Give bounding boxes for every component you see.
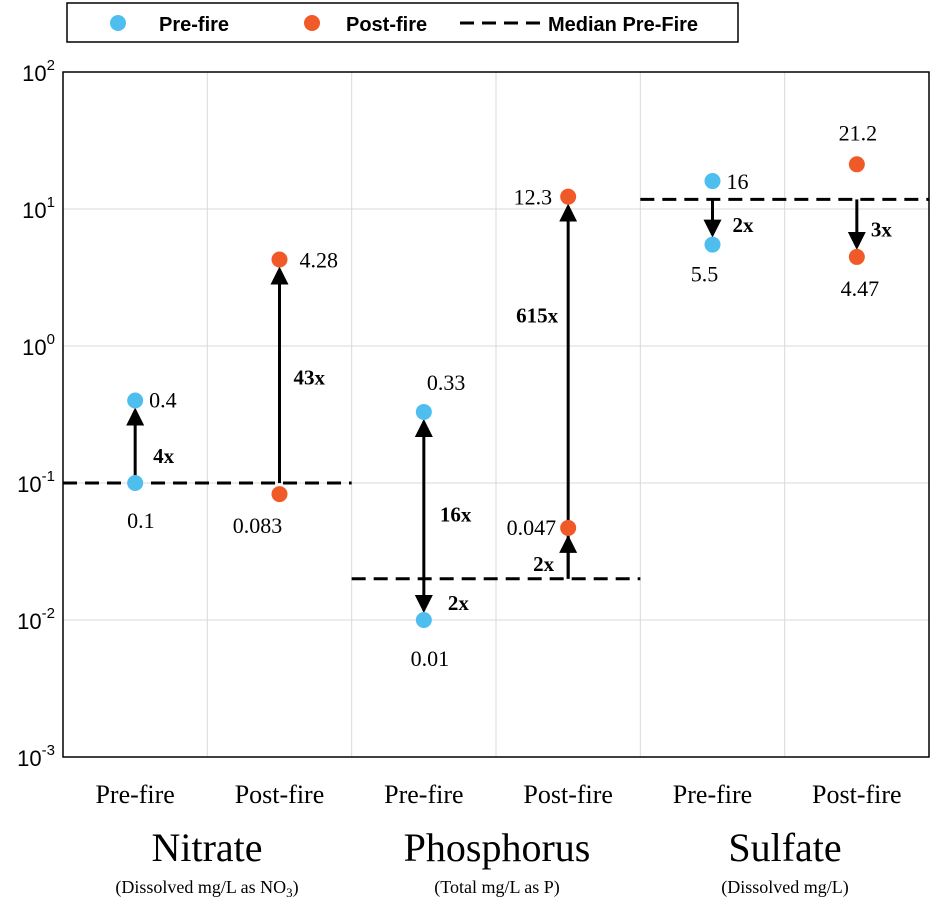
- data-points: [127, 156, 865, 628]
- y-tick-label: 101: [22, 194, 55, 223]
- legend-post-fire-marker: [304, 15, 320, 31]
- pre-fire-point: [704, 173, 721, 190]
- x-axis-category-labels: Pre-fire Post-fire Pre-fire Post-fire Pre-fi…: [95, 780, 901, 809]
- y-tick-base: 10: [17, 746, 41, 771]
- y-tick-exponent: -1: [42, 468, 55, 485]
- point-value-label: 0.01: [411, 646, 450, 671]
- fold-change-label: 16x: [440, 502, 472, 526]
- y-tick-base: 10: [22, 61, 46, 86]
- x-category-label: Pre-fire: [95, 780, 174, 809]
- pre-fire-point: [415, 612, 432, 628]
- post-fire-point: [271, 486, 288, 503]
- fold-change-label: 43x: [294, 365, 326, 389]
- legend: Pre-fire Post-fire Median Pre-Fire: [66, 2, 739, 43]
- y-tick-base: 10: [22, 198, 46, 223]
- nitrate-subtitle-subscript: 3: [286, 885, 293, 900]
- median-lines: [63, 197, 929, 581]
- group-title-phosphorus: Phosphorus: [404, 825, 591, 870]
- fold-change-label: 2x: [533, 552, 555, 576]
- fold-change-label: 3x: [871, 218, 893, 242]
- nitrate-subtitle-suffix: ): [293, 877, 299, 898]
- y-tick-exponent: 0: [47, 331, 55, 348]
- group-subtitle-phosphorus: (Total mg/L as P): [434, 877, 560, 898]
- point-value-label: 0.4: [149, 388, 177, 413]
- pre-fire-point: [704, 236, 721, 253]
- post-fire-point: [560, 519, 577, 536]
- pre-fire-point: [127, 392, 144, 409]
- post-fire-point: [560, 188, 577, 205]
- x-category-label: Post-fire: [523, 780, 613, 809]
- group-subtitle-nitrate: (Dissolved mg/L as NO3): [115, 877, 298, 900]
- y-tick-exponent: 1: [47, 194, 55, 211]
- point-value-label: 16: [727, 169, 749, 194]
- pre-fire-point: [415, 403, 432, 420]
- y-tick-base: 10: [17, 472, 41, 497]
- x-category-label: Post-fire: [235, 780, 325, 809]
- fold-change-arrows: [126, 199, 866, 613]
- value-labels: 0.4 0.1 0.33 0.01 16 5.5 4.28 0.083 12.3 0.047 21.…: [127, 120, 892, 671]
- legend-box: [66, 2, 739, 43]
- pre-fire-point: [127, 475, 144, 491]
- x-category-label: Pre-fire: [384, 780, 463, 809]
- post-fire-point: [271, 251, 288, 268]
- y-tick-exponent: -2: [42, 605, 55, 622]
- fold-change-label: 615x: [516, 303, 559, 327]
- point-value-label: 21.2: [839, 120, 878, 145]
- post-fire-point: [848, 156, 865, 173]
- y-tick-label: 100: [22, 331, 55, 360]
- y-tick-exponent: 2: [47, 57, 55, 74]
- point-value-label: 4.28: [300, 247, 339, 272]
- y-tick-label: 10-1: [17, 468, 55, 497]
- y-tick-base: 10: [17, 609, 41, 634]
- y-tick-exponent: -3: [42, 742, 55, 759]
- grid: [63, 71, 929, 758]
- y-tick-label: 10-3: [17, 742, 55, 771]
- nitrate-subtitle-prefix: (Dissolved mg/L as NO: [115, 877, 286, 898]
- group-titles: Nitrate Phosphorus Sulfate (Dissolved mg…: [115, 825, 848, 900]
- legend-median-label: Median Pre-Fire: [548, 14, 698, 36]
- x-category-label: Post-fire: [812, 780, 902, 809]
- point-value-label: 0.1: [127, 508, 154, 533]
- fold-change-label: 2x: [733, 213, 755, 237]
- point-value-label: 0.33: [427, 370, 466, 395]
- point-value-label: 0.047: [507, 515, 557, 540]
- post-fire-point: [848, 248, 865, 265]
- y-tick-base: 10: [22, 335, 46, 360]
- group-subtitle-sulfate: (Dissolved mg/L): [721, 877, 849, 898]
- x-category-label: Pre-fire: [673, 780, 752, 809]
- legend-post-fire-label: Post-fire: [346, 14, 427, 36]
- y-tick-label: 102: [22, 57, 55, 86]
- legend-pre-fire-marker: [110, 15, 126, 31]
- point-value-label: 0.083: [233, 513, 283, 538]
- group-title-nitrate: Nitrate: [151, 825, 262, 870]
- fold-change-label: 4x: [153, 444, 175, 468]
- fold-change-label: 2x: [448, 591, 470, 615]
- point-value-label: 5.5: [691, 262, 719, 287]
- plot-area-frame: [62, 71, 930, 758]
- point-value-label: 12.3: [514, 185, 553, 210]
- point-value-label: 4.47: [841, 276, 880, 301]
- legend-pre-fire-label: Pre-fire: [159, 14, 229, 36]
- y-tick-label: 10-2: [17, 605, 55, 634]
- group-title-sulfate: Sulfate: [728, 825, 841, 870]
